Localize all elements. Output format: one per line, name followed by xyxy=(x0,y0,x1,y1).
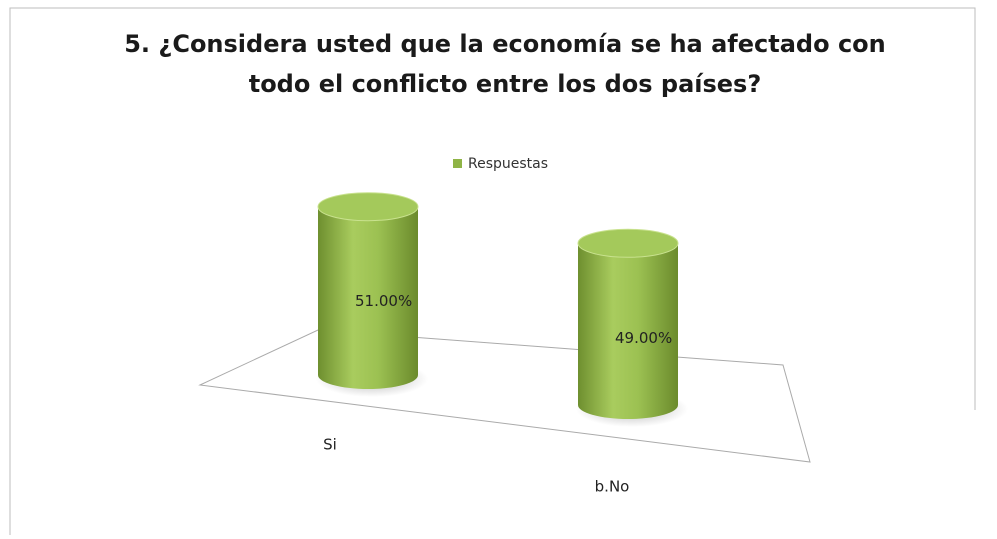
data-label: 51.00% xyxy=(355,292,412,310)
frame xyxy=(9,7,976,535)
chart-title: todo el conflicto entre los dos países? xyxy=(249,70,762,98)
bar-top xyxy=(317,192,419,222)
bars: 51.00% Si 49.00% b.No xyxy=(316,192,688,496)
x-tick-label: Si xyxy=(323,436,337,454)
legend-label: Respuestas xyxy=(468,156,548,172)
bar xyxy=(578,243,678,419)
data-label: 49.00% xyxy=(615,329,672,347)
legend-swatch xyxy=(453,159,462,168)
bar-top xyxy=(577,228,679,258)
bar xyxy=(318,206,418,389)
x-tick-label: b.No xyxy=(595,478,630,496)
floor xyxy=(198,329,811,463)
chart-title: 5. ¿Considera usted que la economía se h… xyxy=(124,30,886,58)
